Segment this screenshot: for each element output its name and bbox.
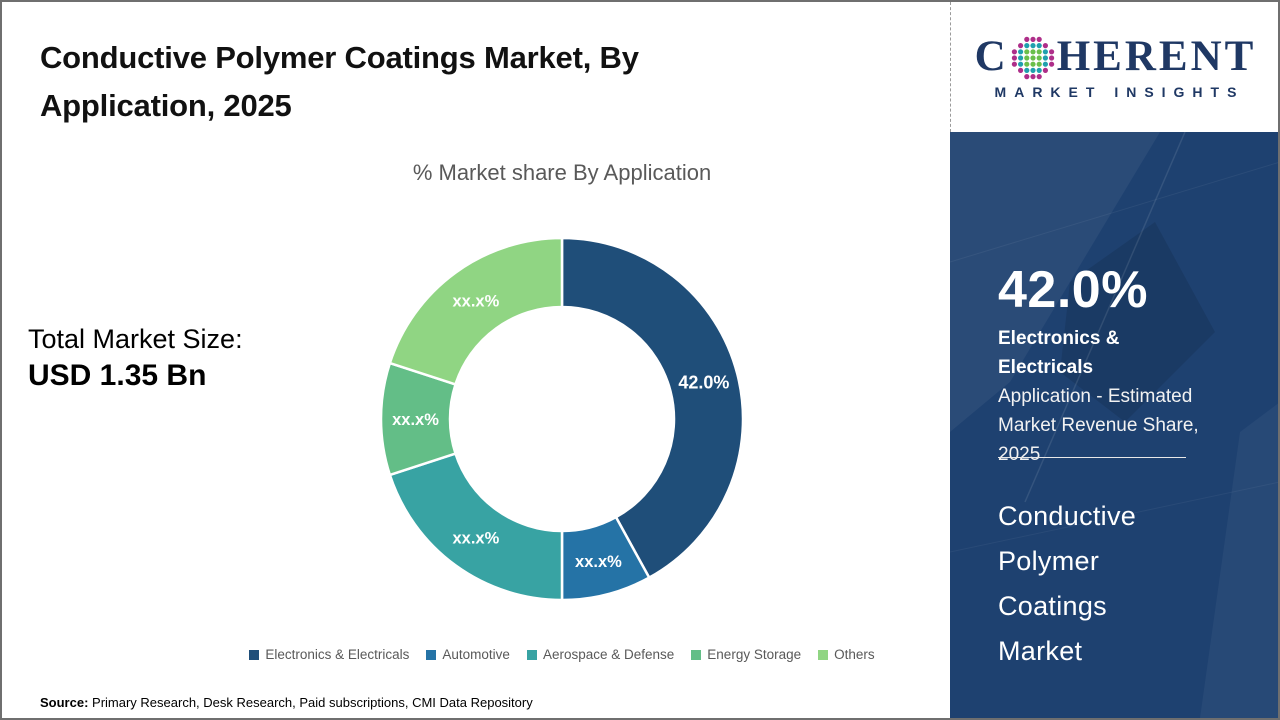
- source-label: Source:: [40, 695, 89, 710]
- world-map-texture: [950, 132, 1278, 718]
- total-market-label: Total Market Size:: [28, 324, 243, 354]
- legend-label: Electronics & Electricals: [265, 647, 410, 662]
- legend-item-aerospace-defense: Aerospace & Defense: [526, 647, 675, 662]
- source-text: Primary Research, Desk Research, Paid su…: [88, 695, 533, 710]
- stat-value: 42.0%: [998, 261, 1148, 319]
- slice-label: 42.0%: [678, 373, 729, 393]
- legend-swatch: [818, 649, 829, 660]
- legend-item-electronics-electricals: Electronics & Electricals: [249, 647, 409, 662]
- chart-legend: Electronics & Electricals Automotive Aeros…: [152, 647, 972, 662]
- logo-letter-c: C: [974, 32, 1009, 80]
- donut-chart-svg: 42.0% xx.x% xx.x% xx.x% xx.x%: [379, 236, 745, 602]
- legend-swatch: [526, 649, 537, 660]
- donut-chart: 42.0% xx.x% xx.x% xx.x% xx.x%: [372, 229, 752, 609]
- slice-label: xx.x%: [452, 530, 499, 548]
- legend-swatch: [249, 649, 260, 660]
- market-name: Conductive Polymer Coatings Market: [998, 501, 1137, 666]
- legend-label: Energy Storage: [707, 647, 802, 662]
- slice-label: xx.x%: [392, 411, 439, 429]
- legend-swatch: [691, 649, 702, 660]
- chart-subtitle: % Market share By Application: [412, 160, 712, 185]
- legend-item-energy-storage: Energy Storage: [691, 647, 801, 662]
- donut-slice-aerospace-defense: [388, 452, 564, 602]
- slice-label: xx.x%: [575, 553, 622, 571]
- stat-block: 42.0% Electronics & Electricals Applicat…: [998, 260, 1218, 469]
- legend-swatch: [426, 649, 437, 660]
- legend-label: Others: [834, 647, 875, 662]
- legend-item-others: Others: [818, 647, 875, 662]
- page-title: Conductive Polymer Coatings Market, By A…: [40, 40, 639, 123]
- slice-label: xx.x%: [452, 292, 499, 310]
- brand-panel: 42.0% Electronics & Electricals Applicat…: [950, 132, 1278, 718]
- source-line: Source: Primary Research, Desk Research,…: [40, 695, 533, 710]
- chart-area: Conductive Polymer Coatings Market, By A…: [2, 2, 950, 718]
- legend-label: Automotive: [442, 647, 510, 662]
- legend-item-automotive: Automotive: [426, 647, 510, 662]
- stat-divider: [998, 457, 1186, 458]
- donut-slice-electronics-electricals: [560, 236, 745, 579]
- legend-label: Aerospace & Defense: [542, 647, 675, 662]
- logo-letters-rest: HERENT: [1056, 32, 1257, 80]
- stat-highlight: Electronics & Electricals: [998, 328, 1120, 378]
- total-market-size: Total Market Size: USD 1.35 Bn: [28, 324, 243, 393]
- donut-slice-others: [388, 236, 564, 386]
- brand-sidebar: C HERENT MARKET INSIGHTS 42.0% Electroni…: [950, 2, 1278, 718]
- stat-description: Application - Estimated Market Revenue S…: [998, 386, 1199, 465]
- logo-globe-dots-icon: [1011, 36, 1054, 80]
- coherent-logo: C HERENT: [974, 32, 1257, 80]
- logo-panel: C HERENT MARKET INSIGHTS: [950, 2, 1278, 132]
- logo-subtext: MARKET INSIGHTS: [994, 84, 1245, 100]
- total-market-value: USD 1.35 Bn: [28, 359, 207, 392]
